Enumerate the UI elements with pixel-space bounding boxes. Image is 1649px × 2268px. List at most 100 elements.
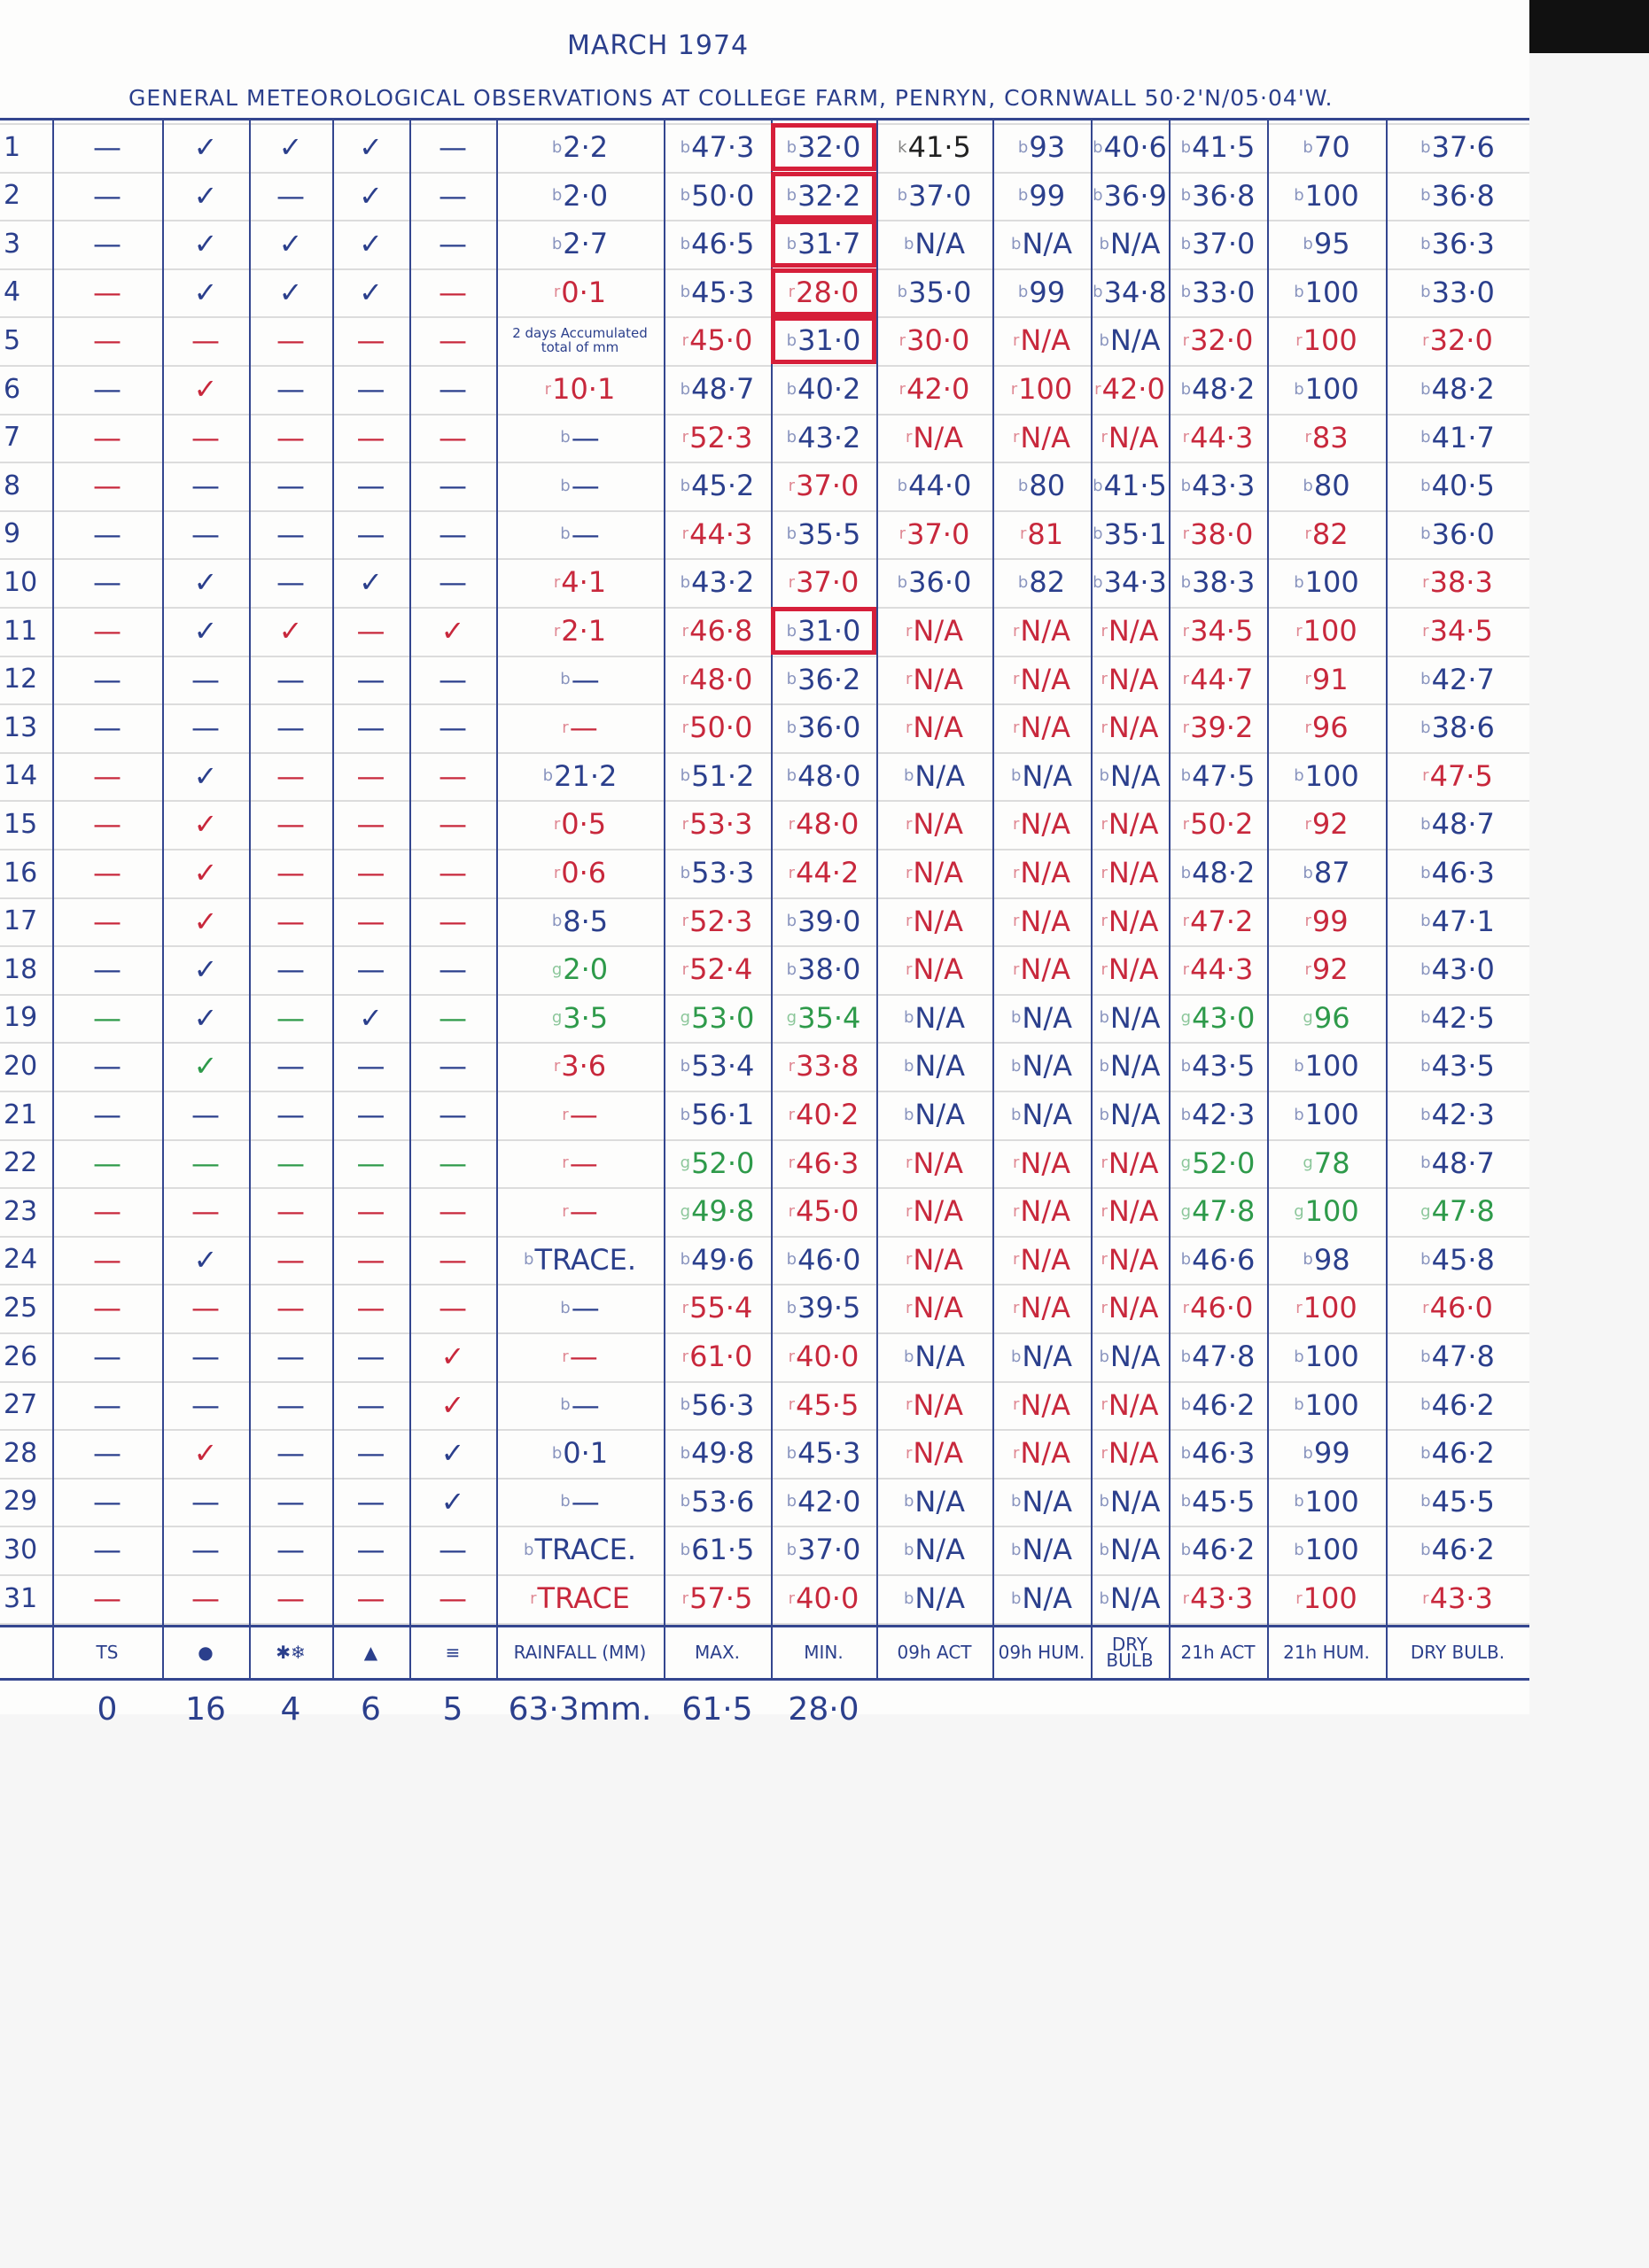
09h-actual: k 41·5 (876, 123, 992, 171)
09h-actual: r N/A (876, 1381, 992, 1429)
reading: — (569, 1340, 598, 1373)
09h-dry-bulb: b N/A (1091, 1478, 1169, 1526)
colour-code: r (1012, 912, 1020, 931)
colour-code: r (905, 1201, 913, 1221)
column-rule (52, 118, 54, 1678)
colour-code: r (1101, 863, 1108, 882)
row-rule (0, 123, 1529, 125)
row-rule (0, 1332, 1529, 1334)
reading: 53·3 (691, 856, 755, 889)
colour-code: b (786, 1250, 797, 1270)
reading: N/A (913, 904, 963, 938)
max-temp: g 53·0 (664, 994, 771, 1042)
rainfall-value: r — (496, 1091, 664, 1138)
colour-code: r (681, 1347, 689, 1366)
09h-actual: r N/A (876, 800, 992, 848)
rainfall-value: b 0·1 (496, 1429, 664, 1477)
reading: 82 (1029, 565, 1066, 600)
21h-actual: b 45·5 (1169, 1478, 1267, 1526)
21h-dry-bulb: b 48·7 (1386, 1139, 1529, 1187)
rainfall-value: b — (496, 1284, 664, 1332)
dash-mark-icon: — (93, 1484, 121, 1518)
dash-mark-icon: — (93, 1194, 121, 1229)
reading: N/A (913, 856, 963, 889)
max-temp: r 48·0 (664, 656, 771, 703)
09h-dry-bulb: r N/A (1091, 849, 1169, 897)
dash-mark-icon: — (276, 1340, 305, 1373)
colour-code: r (681, 524, 689, 544)
reading: 100 (1304, 1484, 1359, 1518)
21h-actual: g 52·0 (1169, 1139, 1267, 1187)
max-temp: b 53·6 (664, 1478, 771, 1526)
21h-dry-bulb: b 45·8 (1386, 1236, 1529, 1284)
reading: 37·0 (1192, 227, 1256, 261)
check-mark-icon: ✓ (193, 1049, 218, 1084)
21h-actual: b 46·2 (1169, 1381, 1267, 1429)
max-temp: g 52·0 (664, 1139, 771, 1187)
dash-mark-icon: — (356, 662, 385, 696)
row-rule (0, 316, 1529, 319)
check-mark-icon: ✓ (193, 952, 218, 987)
09h-dry-bulb: r 42·0 (1091, 365, 1169, 413)
dash-mark-icon: — (439, 420, 467, 454)
colour-code: b (1420, 428, 1431, 447)
colour-code: b (1420, 959, 1431, 979)
check-mark-icon: ✓ (193, 565, 218, 600)
dash-mark-icon: — (276, 952, 305, 987)
colour-code: b (1303, 863, 1313, 882)
sheet-subtitle: GENERAL METEOROLOGICAL OBSERVATIONS AT C… (128, 85, 1334, 111)
21h-dry-bulb: b 41·7 (1386, 414, 1529, 462)
09h-humidity: b 82 (992, 558, 1091, 606)
colour-code: b (1099, 1056, 1109, 1076)
colour-code: r (788, 1588, 796, 1608)
21h-dry-bulb: b 48·7 (1386, 800, 1529, 848)
rainfall-value: b 2·2 (496, 123, 664, 171)
dash-mark-icon: — (93, 1533, 121, 1567)
reading: N/A (1020, 711, 1070, 745)
reading: 95 (1313, 227, 1350, 261)
colour-code: b (1180, 234, 1192, 253)
dash-mark-icon: — (191, 1533, 220, 1567)
column-label: 21h ACT (1180, 1641, 1256, 1663)
colour-code: b (680, 379, 691, 399)
day-number: 31 (4, 1582, 38, 1614)
reading: 53·4 (691, 1049, 755, 1084)
dash-mark-icon: — (356, 517, 385, 551)
reading: 47·3 (691, 130, 755, 164)
colour-code: b (560, 428, 571, 447)
monthly-total: 61·5 (681, 1691, 753, 1728)
colour-code: r (1304, 524, 1311, 544)
reading: N/A (1108, 711, 1159, 745)
21h-actual: b 36·8 (1169, 172, 1267, 220)
21h-actual: b 41·5 (1169, 123, 1267, 171)
row-rule (0, 607, 1529, 609)
colour-code: r (905, 1250, 913, 1270)
dash-mark-icon: — (439, 1533, 467, 1567)
21h-actual: b 47·5 (1169, 752, 1267, 800)
09h-humidity: r N/A (992, 945, 1091, 993)
colour-code: r (905, 1443, 913, 1463)
dash-mark-icon: — (93, 565, 121, 600)
09h-actual: r N/A (876, 945, 992, 993)
min-temp: b 31·7 (771, 220, 876, 268)
colour-code: b (1294, 1540, 1304, 1559)
log-sheet (0, 0, 1529, 1714)
reading: 38·0 (797, 952, 861, 987)
reading: N/A (1108, 904, 1159, 938)
check-mark-icon: ✓ (193, 130, 218, 164)
colour-code: r (905, 428, 913, 447)
reading: N/A (1108, 662, 1159, 696)
21h-dry-bulb: g 47·8 (1386, 1187, 1529, 1235)
reading: 47·1 (1431, 904, 1495, 938)
09h-humidity: r N/A (992, 1187, 1091, 1235)
reading: N/A (913, 807, 963, 842)
check-mark-icon: ✓ (440, 1436, 465, 1471)
min-temp: b 46·0 (771, 1236, 876, 1284)
column-label: DRY BULB (1106, 1633, 1154, 1671)
row-rule (0, 1284, 1529, 1286)
max-temp: b 56·3 (664, 1381, 771, 1429)
reading: N/A (1108, 952, 1159, 987)
colour-code: b (1420, 476, 1431, 495)
rainfall-value: r 0·6 (496, 849, 664, 897)
21h-humidity: r 100 (1267, 607, 1386, 655)
